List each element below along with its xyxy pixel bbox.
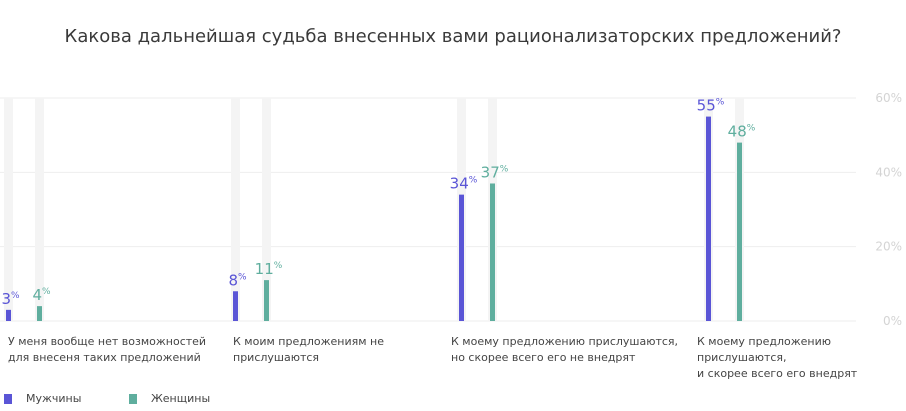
x-tick-label-line: К моему предложению прислушаются, xyxy=(697,335,831,364)
bar xyxy=(490,183,495,321)
data-label: 4% xyxy=(32,286,51,304)
y-tick-label: 0% xyxy=(883,314,902,328)
data-label: 8% xyxy=(228,271,247,289)
legend-label-women: Женщины xyxy=(150,392,211,405)
legend-label-men: Мужчины xyxy=(26,392,82,405)
chart-title: Какова дальнейшая судьба внесенных вами … xyxy=(64,26,842,47)
x-tick-label-line: У меня вообще нет возможностей xyxy=(8,335,207,348)
x-tick-label: К моим предложениям не прислушаются xyxy=(233,334,384,366)
bar xyxy=(737,142,742,321)
legend-swatch-women xyxy=(128,393,137,404)
data-label: 34% xyxy=(450,175,478,193)
legend: Мужчины Женщины xyxy=(4,392,254,407)
data-label: 3% xyxy=(1,290,20,308)
bar xyxy=(706,116,711,321)
bar xyxy=(233,291,238,321)
bar-track xyxy=(35,98,44,321)
data-label: 55% xyxy=(697,97,725,115)
x-tick-label-line: К моему предложению прислушаются, xyxy=(451,335,679,348)
y-tick-label: 40% xyxy=(875,165,902,179)
bar-track xyxy=(231,98,240,321)
bar xyxy=(37,306,42,321)
legend-item-men[interactable]: Мужчины xyxy=(4,392,81,405)
x-tick-label-line: прислушаются xyxy=(233,351,320,364)
bar-track xyxy=(262,98,271,321)
data-label: 11% xyxy=(255,260,283,278)
x-tick-label-line: и скорее всего его внедрят xyxy=(697,367,858,380)
x-tick-label-line: но скорее всего его не внедрят xyxy=(451,351,636,364)
y-tick-label: 20% xyxy=(875,240,902,254)
bar xyxy=(459,194,464,321)
bar xyxy=(264,280,269,321)
bar xyxy=(6,309,11,321)
bar-track xyxy=(4,98,13,321)
x-tick-label: У меня вообще нет возможностей для внесен… xyxy=(8,334,206,366)
legend-swatch-men xyxy=(4,393,12,404)
data-label: 37% xyxy=(481,163,509,181)
x-tick-label: К моему предложению прислушаются, но скор… xyxy=(451,334,678,366)
x-tick-label: К моему предложению прислушаются, и скоре… xyxy=(697,334,906,382)
x-tick-label-line: для внесеня таких предложений xyxy=(8,351,201,364)
x-tick-label-line: К моим предложениям не xyxy=(233,335,384,348)
y-tick-label: 60% xyxy=(875,91,902,105)
data-label: 48% xyxy=(728,123,756,141)
legend-item-women[interactable]: Женщины xyxy=(128,392,211,405)
